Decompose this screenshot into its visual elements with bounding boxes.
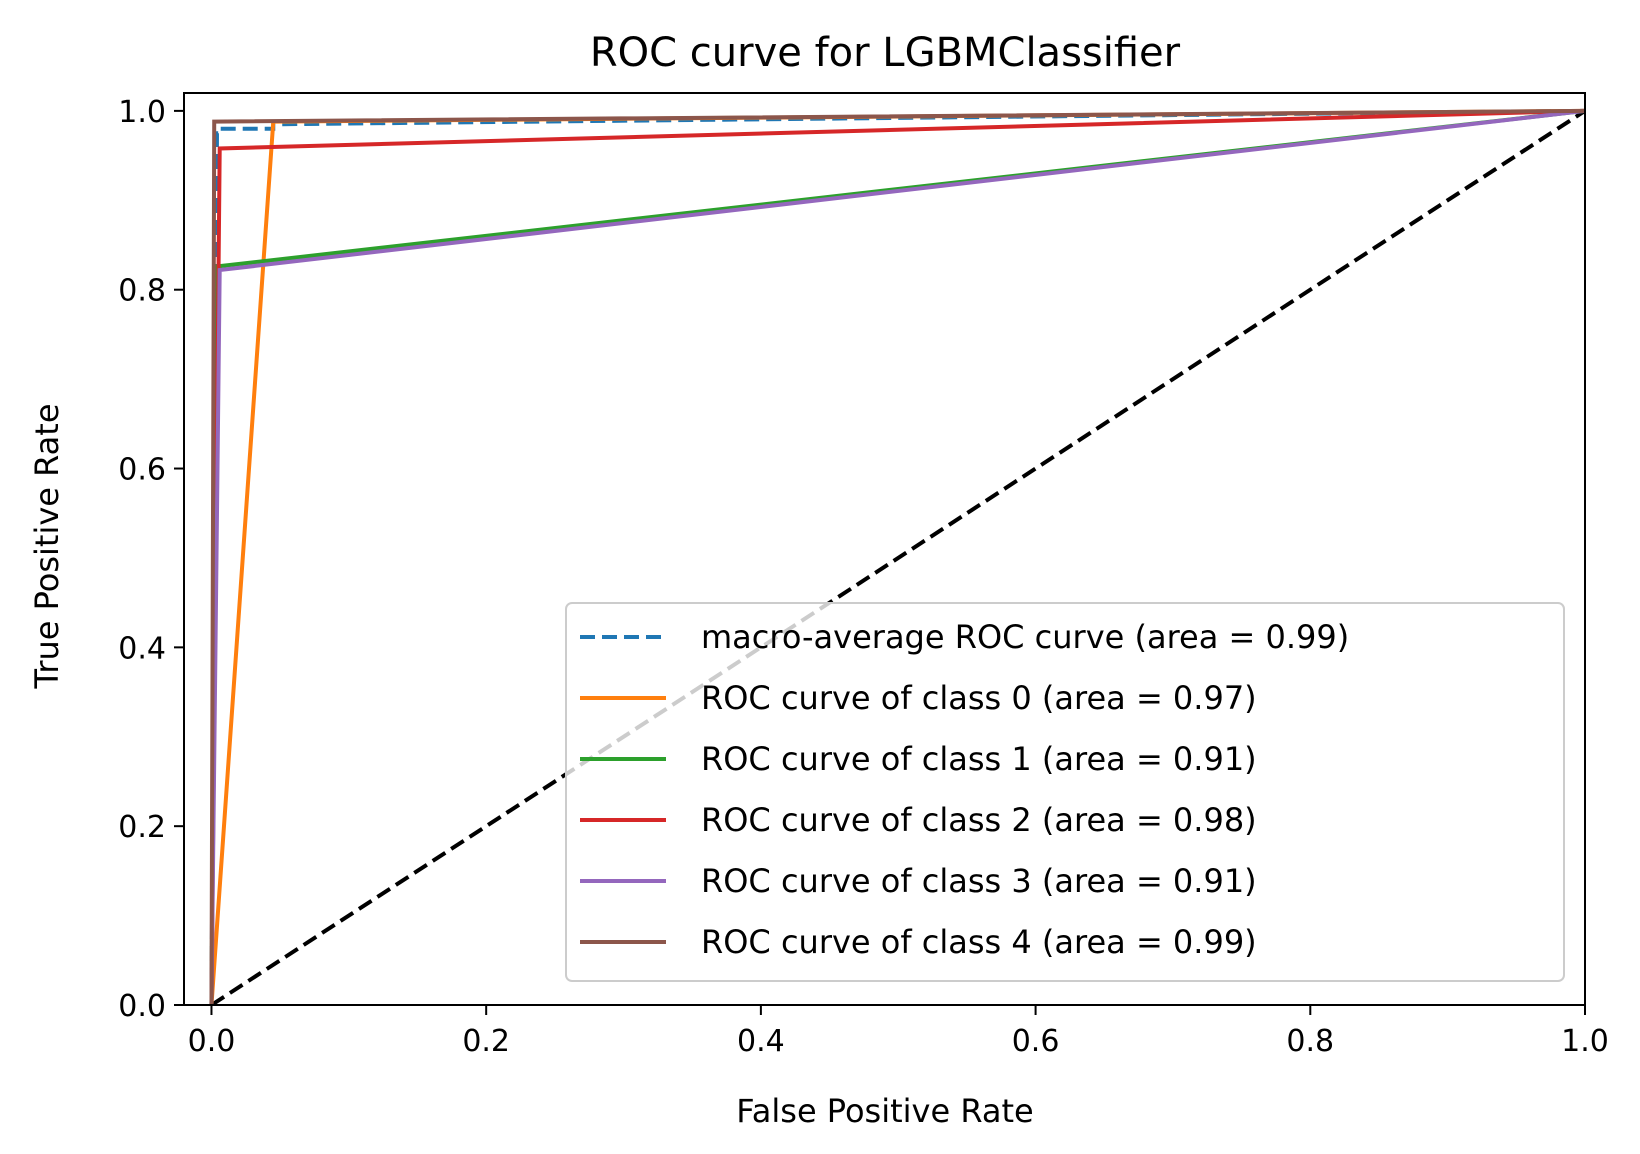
y-tick-label-4: 0.8	[118, 274, 166, 309]
x-axis-label: False Positive Rate	[736, 1092, 1033, 1130]
series-lines	[209, 108, 1585, 1005]
x-tick-label-5: 1.0	[1561, 1024, 1609, 1059]
legend-label-1: ROC curve of class 0 (area = 0.97)	[701, 679, 1257, 717]
legend-label-2: ROC curve of class 1 (area = 0.91)	[701, 740, 1257, 778]
x-tick-label-4: 0.8	[1286, 1024, 1334, 1059]
legend-label-4: ROC curve of class 3 (area = 0.91)	[701, 862, 1257, 900]
x-tick-label-3: 0.6	[1012, 1024, 1060, 1059]
y-tick-label-5: 1.0	[118, 95, 166, 130]
y-tick-label-0: 0.0	[118, 989, 166, 1024]
reference-diagonal-line	[210, 109, 1585, 1005]
x-tick-label-1: 0.2	[462, 1024, 510, 1059]
x-tick-label-2: 0.4	[737, 1024, 785, 1059]
y-tick-label-1: 0.2	[118, 810, 166, 845]
y-tick-label-3: 0.6	[118, 453, 166, 488]
y-axis-label: True Positive Rate	[28, 403, 66, 689]
axes-frame	[183, 92, 1586, 1006]
series-line-5	[209, 108, 1585, 1005]
legend-label-0: macro-average ROC curve (area = 0.99)	[701, 618, 1349, 656]
legend-label-5: ROC curve of class 4 (area = 0.99)	[701, 923, 1257, 961]
axis-ticks: 0.0 0.2 0.4 0.6 0.8 1.0 0.0 0.2 0.4 0.6 0.8 1.0	[118, 95, 1609, 1059]
x-tick-label-0: 0.0	[188, 1024, 236, 1059]
chart-title: ROC curve for LGBMClassifier	[590, 30, 1181, 76]
legend: macro-average ROC curve (area = 0.99) ROC…	[565, 602, 1565, 982]
y-tick-label-2: 0.4	[118, 631, 166, 666]
legend-label-3: ROC curve of class 2 (area = 0.98)	[701, 801, 1257, 839]
plot-area	[183, 92, 1586, 1006]
legend-box	[565, 602, 1565, 982]
